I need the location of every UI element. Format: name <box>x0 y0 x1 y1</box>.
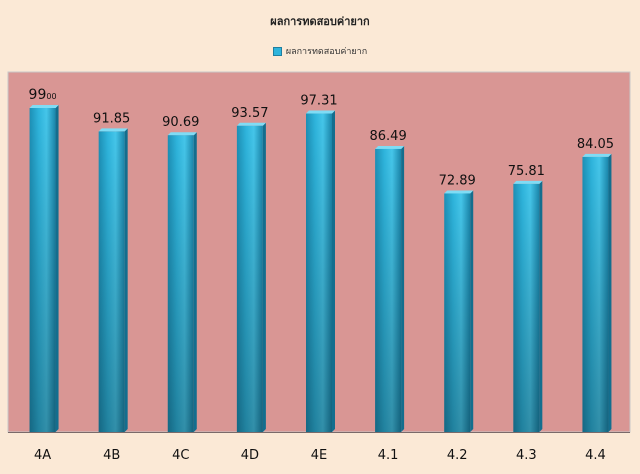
x-tick-label: 4.3 <box>516 448 537 463</box>
legend-label: ผลการทดสอบค่ายาก <box>285 47 368 57</box>
bar-shading <box>29 108 56 432</box>
bar-side <box>332 110 335 432</box>
bar-top <box>582 153 612 157</box>
x-tick-label: 4B <box>103 448 120 463</box>
data-label: 86.49 <box>370 129 407 144</box>
bar-shading <box>306 113 332 432</box>
bar-shading <box>444 193 471 432</box>
bar-side <box>608 153 612 432</box>
bar-side <box>539 180 543 432</box>
bar-top <box>29 105 59 108</box>
legend: ผลการทดสอบค่ายาก <box>0 44 640 58</box>
x-tick-label: 4.4 <box>585 448 606 463</box>
data-label: 93.57 <box>231 106 268 121</box>
x-tick-label: 4.2 <box>447 448 468 463</box>
bar-top <box>98 128 128 132</box>
data-label: 90.69 <box>162 115 199 130</box>
data-label: 97.31 <box>300 94 337 109</box>
bar-top <box>513 180 543 184</box>
x-tick-label: 4C <box>172 448 189 463</box>
bar-shading <box>582 156 609 432</box>
data-label: 75.81 <box>508 164 545 179</box>
legend-swatch <box>272 46 282 56</box>
bar-top <box>444 190 474 194</box>
bar-top <box>236 122 266 126</box>
bar-shading <box>513 183 540 432</box>
bar-top <box>306 110 335 114</box>
bar-shading <box>236 125 263 433</box>
chart-title: ผลการทดสอบค่ายาก <box>270 15 370 28</box>
bar-top <box>167 132 197 136</box>
bar-side <box>124 128 128 432</box>
data-label: 91.85 <box>93 111 130 126</box>
bar-side <box>470 190 474 432</box>
x-tick-label: 4D <box>241 448 259 463</box>
data-label: 72.89 <box>439 173 476 188</box>
bar-side <box>193 132 197 433</box>
x-tick-label: 4.1 <box>378 448 399 463</box>
bar-shading <box>98 131 125 432</box>
bar-side <box>401 145 405 432</box>
bar-top <box>375 145 405 149</box>
bar-shading <box>375 148 402 432</box>
x-tick-label: 4A <box>34 448 51 463</box>
bar-side <box>55 105 59 432</box>
bar-shading <box>167 135 194 433</box>
x-tick-label: 4E <box>311 448 328 463</box>
bar-side <box>262 122 266 433</box>
data-label: 9900 <box>29 87 57 103</box>
data-label: 84.05 <box>577 137 614 152</box>
